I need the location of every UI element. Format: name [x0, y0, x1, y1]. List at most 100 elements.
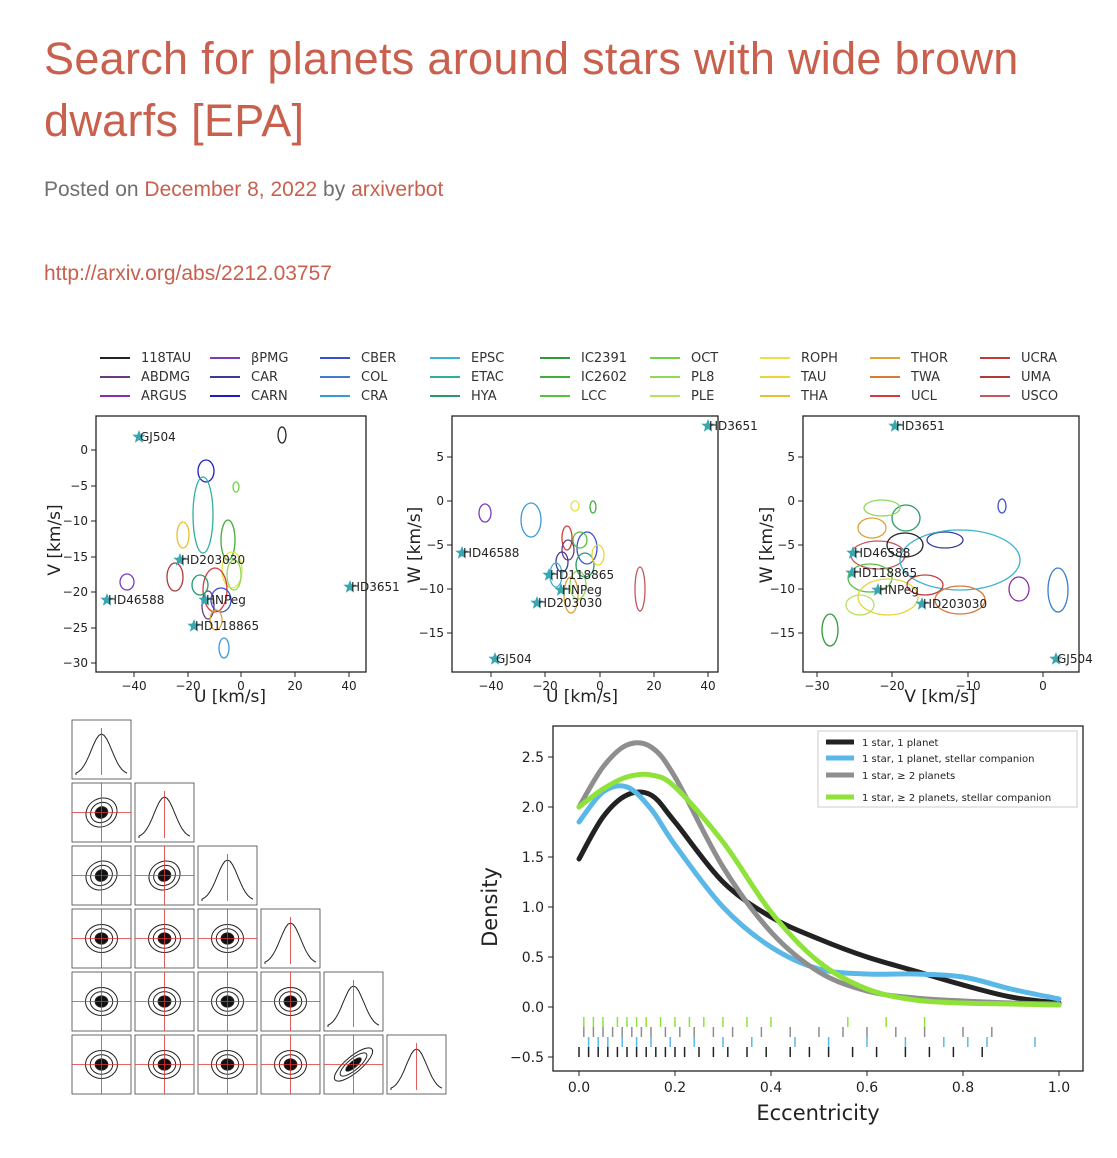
- legend-label: ARGUS: [141, 389, 187, 404]
- group-ellipse: [176, 521, 190, 549]
- star-marker: [846, 546, 860, 559]
- group-ellipse: [192, 476, 214, 554]
- y-axis-label: Density: [478, 867, 502, 947]
- x-tick-label: −30: [804, 679, 829, 693]
- legend-box: [817, 730, 1078, 808]
- corner-cell: [71, 908, 132, 969]
- density-contour: [220, 932, 235, 945]
- density-contour: [215, 1054, 240, 1075]
- y-tick-label: −5: [70, 479, 88, 493]
- corner-cell: [71, 971, 132, 1032]
- corner-cell: [71, 719, 132, 780]
- group-ellipse: [572, 531, 588, 549]
- star-marker: [187, 619, 201, 632]
- x-tick-label: 0: [596, 679, 604, 693]
- density-contour: [333, 1047, 374, 1082]
- group-ellipse: [197, 459, 215, 483]
- group-ellipse: [857, 578, 919, 616]
- corner-cell: [197, 845, 258, 906]
- legend-label: ABDMG: [141, 370, 190, 385]
- y-tick-label: −10: [770, 582, 795, 596]
- density-contour: [345, 1057, 362, 1072]
- group-ellipse: [555, 551, 569, 573]
- legend-label: CARN: [251, 389, 288, 404]
- y-tick-label: 0: [787, 494, 795, 508]
- group-ellipse: [549, 562, 563, 588]
- star-label: GJ504: [1057, 652, 1093, 666]
- histogram: [75, 733, 128, 775]
- chart-frame: [552, 725, 1084, 1072]
- star-label: HD46588: [463, 546, 519, 560]
- group-ellipse: [232, 481, 240, 493]
- group-ellipse: [850, 540, 906, 570]
- x-tick-label: 1.0: [1048, 1080, 1070, 1096]
- density-contour: [89, 1054, 114, 1075]
- density-contour: [220, 995, 235, 1008]
- legend-label: ROPH: [801, 351, 838, 366]
- group-ellipse: [563, 576, 579, 614]
- author-link[interactable]: arxiverbot: [351, 178, 444, 201]
- uvw-panels: −40 −20 0 20 40 0 −5 −10 −15 −20 −25 −30 U [km/s] V […: [45, 415, 1093, 707]
- legend-label: βPMG: [251, 351, 288, 366]
- corner-cell: [134, 971, 195, 1032]
- density-contour: [148, 924, 181, 953]
- density-contour: [157, 869, 172, 882]
- y-tick-label: −15: [770, 626, 795, 640]
- group-ellipse: [821, 613, 839, 647]
- group-ellipse: [576, 531, 598, 565]
- density-contour: [157, 995, 172, 1008]
- group-ellipse: [997, 498, 1007, 514]
- group-ellipse: [478, 503, 492, 523]
- star-label: HD118865: [853, 566, 917, 580]
- legend-label: 118TAU: [141, 351, 191, 366]
- star-label: HD3651: [709, 419, 758, 433]
- star-label: HD118865: [550, 568, 614, 582]
- x-tick-label: 0: [1039, 679, 1047, 693]
- density-contour: [215, 928, 240, 949]
- density-contour: [152, 1054, 177, 1075]
- panel-frame: [95, 415, 367, 673]
- group-ellipse: [847, 563, 893, 593]
- post-date-link[interactable]: December 8, 2022: [144, 178, 318, 201]
- star-label: HD46588: [108, 593, 164, 607]
- x-axis-label: V [km/s]: [904, 687, 975, 707]
- star-marker: [845, 566, 859, 579]
- star-label: HD203030: [923, 597, 987, 611]
- star-label: HD3651: [896, 419, 945, 433]
- legend-label: 1 star, 1 planet: [862, 738, 939, 749]
- star-label: GJ504: [140, 430, 176, 444]
- series-line: [576, 789, 1062, 1006]
- x-tick-label: 0.8: [952, 1080, 974, 1096]
- y-tick-label: 0.0: [522, 1000, 544, 1016]
- histogram: [264, 922, 317, 964]
- density-contour: [94, 1058, 109, 1071]
- group-ellipses: [821, 498, 1069, 647]
- group-ellipse: [191, 574, 209, 596]
- y-tick-label: −15: [63, 550, 88, 564]
- panel-frame: [451, 415, 719, 673]
- y-tick-label: 5: [436, 450, 444, 464]
- star-marker: [173, 553, 187, 566]
- star-label: HD203030: [181, 553, 245, 567]
- y-tick-label: −30: [63, 656, 88, 670]
- group-ellipse: [220, 519, 236, 561]
- legend-label: 1 star, ≥ 2 planets: [862, 771, 955, 782]
- density-contour: [157, 1058, 172, 1071]
- y-tick-label: 5: [787, 450, 795, 464]
- arxiv-link[interactable]: http://arxiv.org/abs/2212.03757: [44, 262, 332, 285]
- density-contour: [211, 924, 244, 953]
- group-ellipse: [857, 517, 887, 539]
- density-contour: [85, 924, 118, 953]
- legend-label: UMA: [1021, 370, 1051, 385]
- series-line: [576, 771, 1062, 1008]
- density-contour: [152, 928, 177, 949]
- density-contour: [152, 991, 177, 1012]
- legend-label: EPSC: [471, 351, 504, 366]
- legend-label: CAR: [251, 370, 278, 385]
- x-tick-label: 0.0: [568, 1080, 590, 1096]
- star-label: HNPeg: [562, 583, 602, 597]
- post-title: Search for planets around stars with wid…: [44, 33, 1019, 146]
- y-tick-label: 2.0: [522, 800, 544, 816]
- corner-plot: [71, 719, 447, 1095]
- group-ellipse: [634, 566, 646, 612]
